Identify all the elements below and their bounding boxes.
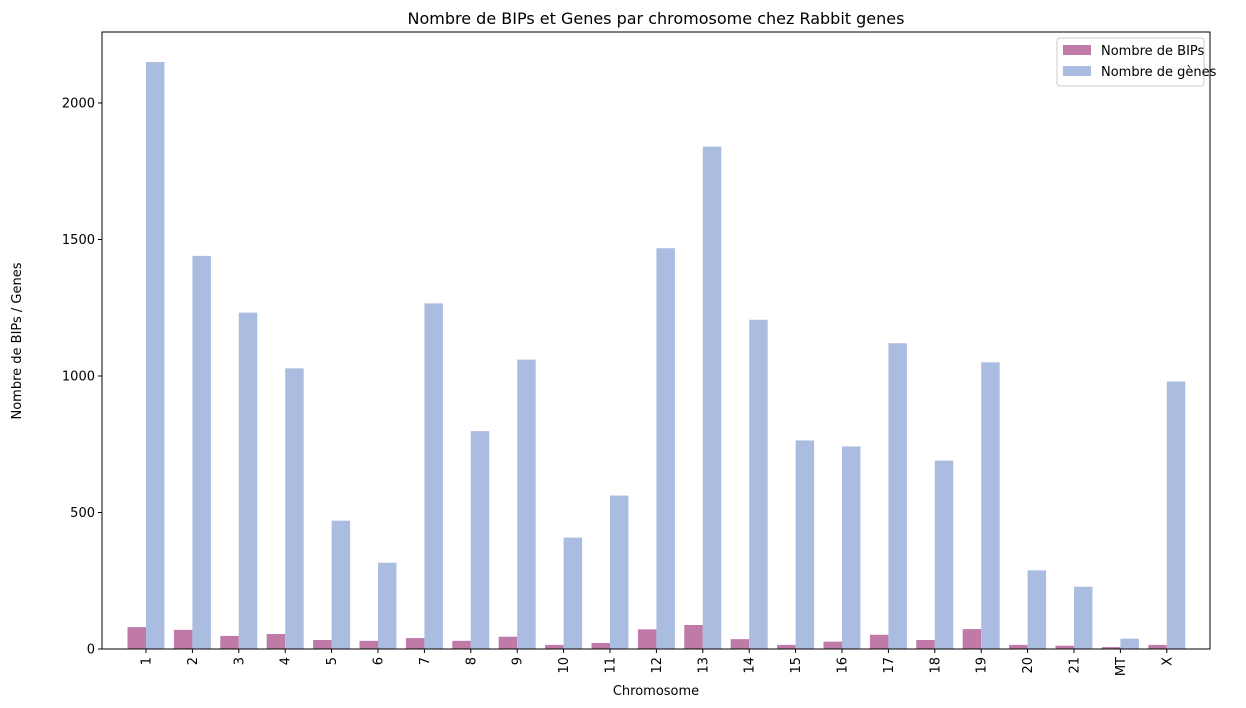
bars-group bbox=[127, 62, 1186, 649]
x-tick-label: X bbox=[1160, 657, 1175, 666]
bar-genes-7 bbox=[424, 303, 443, 649]
x-tick-label: 11 bbox=[604, 657, 619, 674]
bar-bips-3 bbox=[220, 635, 239, 649]
bar-bips-2 bbox=[173, 629, 193, 649]
bar-genes-15 bbox=[795, 440, 815, 649]
bar-genes-14 bbox=[749, 319, 768, 649]
y-tick-label: 1000 bbox=[62, 369, 95, 384]
bar-genes-MT bbox=[1120, 638, 1139, 649]
y-axis-label: Nombre de BIPs / Genes bbox=[10, 262, 25, 419]
x-tick-label: 5 bbox=[325, 657, 340, 665]
bar-genes-3 bbox=[238, 312, 258, 649]
bar-genes-9 bbox=[517, 359, 536, 649]
bar-genes-X bbox=[1166, 381, 1186, 649]
bar-genes-1 bbox=[146, 62, 165, 649]
x-tick-label: 21 bbox=[1068, 657, 1083, 674]
bar-genes-4 bbox=[285, 368, 304, 649]
legend: Nombre de BIPs Nombre de gènes bbox=[1056, 37, 1217, 87]
x-tick-label: 20 bbox=[1021, 657, 1036, 674]
x-tick-label: 3 bbox=[232, 657, 247, 665]
legend-swatch-genes bbox=[1063, 66, 1091, 76]
bar-genes-2 bbox=[192, 255, 211, 649]
bar-bips-19 bbox=[962, 629, 982, 649]
legend-label-genes: Nombre de gènes bbox=[1101, 65, 1217, 80]
y-tick-label: 0 bbox=[87, 643, 95, 658]
x-tick-label: 15 bbox=[789, 657, 804, 674]
bar-genes-19 bbox=[981, 362, 1000, 649]
bar-genes-17 bbox=[888, 343, 907, 649]
bar-bips-21 bbox=[1055, 645, 1074, 649]
x-tick-label: 19 bbox=[975, 657, 990, 674]
bar-genes-8 bbox=[470, 431, 490, 649]
x-tick-label: 7 bbox=[418, 657, 433, 665]
bar-bips-8 bbox=[452, 640, 471, 649]
bar-genes-18 bbox=[934, 460, 954, 649]
bar-genes-20 bbox=[1027, 570, 1047, 649]
bar-bips-20 bbox=[1009, 644, 1028, 649]
x-axis-label: Chromosome bbox=[613, 684, 699, 699]
y-tick-label: 2000 bbox=[62, 96, 95, 111]
bar-bips-7 bbox=[405, 638, 425, 649]
bar-genes-13 bbox=[702, 146, 722, 649]
bar-bips-18 bbox=[916, 639, 935, 649]
bar-bips-14 bbox=[730, 639, 750, 649]
bar-bips-5 bbox=[313, 639, 332, 649]
x-tick-label: 17 bbox=[882, 657, 897, 674]
x-tick-label: 6 bbox=[372, 657, 387, 665]
bar-genes-11 bbox=[610, 495, 629, 649]
bar-bips-17 bbox=[869, 634, 889, 649]
x-tick-label: 8 bbox=[464, 657, 479, 665]
y-axis: 0 500 1000 1500 2000 bbox=[62, 96, 102, 658]
x-tick-label: 14 bbox=[743, 657, 758, 674]
x-tick-label: 18 bbox=[928, 657, 943, 674]
bar-genes-21 bbox=[1074, 586, 1093, 649]
x-tick-label: MT bbox=[1114, 657, 1129, 676]
x-tick-label: 13 bbox=[696, 657, 711, 674]
bar-bips-9 bbox=[498, 636, 518, 649]
x-tick-label: 2 bbox=[186, 657, 201, 665]
plot-frame bbox=[101, 31, 1211, 650]
bar-bips-11 bbox=[591, 642, 610, 649]
bar-bips-1 bbox=[127, 627, 146, 649]
bar-bips-4 bbox=[266, 633, 286, 649]
x-tick-label: 12 bbox=[650, 657, 665, 674]
legend-frame bbox=[1056, 37, 1205, 87]
y-tick-label: 1500 bbox=[62, 233, 95, 248]
x-tick-label: 9 bbox=[511, 657, 526, 665]
bar-bips-13 bbox=[684, 624, 703, 649]
legend-label-bips: Nombre de BIPs bbox=[1101, 44, 1205, 59]
chart-title: Nombre de BIPs et Genes par chromosome c… bbox=[408, 9, 905, 28]
x-tick-label: 16 bbox=[836, 657, 851, 674]
bar-bips-12 bbox=[637, 629, 657, 649]
bar-genes-16 bbox=[842, 446, 861, 649]
x-tick-label: 10 bbox=[557, 657, 572, 674]
bar-bips-MT bbox=[1101, 647, 1121, 649]
x-axis: 1 2 3 4 5 6 7 8 9 10 11 12 13 14 15 16 17 18 19 20 21 MT X bbox=[140, 649, 1175, 676]
bar-bips-6 bbox=[359, 640, 378, 649]
bar-bips-15 bbox=[777, 644, 796, 649]
bar-bips-X bbox=[1148, 644, 1167, 649]
bar-bips-10 bbox=[545, 644, 564, 649]
legend-swatch-bips bbox=[1063, 45, 1091, 55]
bar-genes-6 bbox=[378, 562, 397, 649]
x-tick-label: 1 bbox=[140, 657, 155, 665]
x-tick-label: 4 bbox=[279, 657, 294, 665]
bar-genes-5 bbox=[331, 520, 351, 649]
bar-bips-16 bbox=[823, 641, 842, 649]
y-tick-label: 500 bbox=[70, 506, 95, 521]
bar-genes-12 bbox=[656, 248, 675, 649]
bar-genes-10 bbox=[563, 537, 583, 649]
